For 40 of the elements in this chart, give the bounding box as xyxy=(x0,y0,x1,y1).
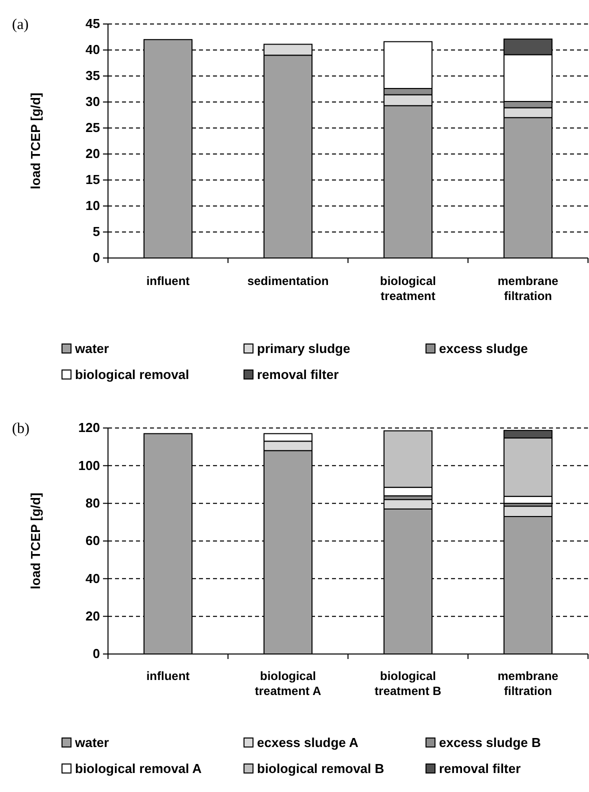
y-tick-label: 0 xyxy=(92,250,100,266)
y-tick-label: 30 xyxy=(86,94,100,110)
legend-label: biological removal B xyxy=(257,761,384,776)
y-tick-label: 5 xyxy=(92,224,100,240)
y-tick-label: 40 xyxy=(86,570,100,586)
x-tick-label: influent xyxy=(146,669,190,683)
y-tick-label: 80 xyxy=(86,495,100,510)
y-tick-label: 100 xyxy=(78,458,100,473)
y-tick-label: 120 xyxy=(78,420,100,436)
legend-label: removal filter xyxy=(257,367,339,382)
x-tick-label: membrane filtration xyxy=(498,669,559,698)
legend-label: excess sludge B xyxy=(439,735,541,750)
x-tick-label: biological treatment A xyxy=(254,669,322,698)
y-tick-label: 40 xyxy=(86,42,100,58)
x-tick-label: biological treatment xyxy=(380,274,436,303)
chart-title: (a) xyxy=(12,17,29,33)
y-tick-label: 20 xyxy=(86,608,100,624)
legend-label: water xyxy=(74,341,109,356)
legend-label: biological removal xyxy=(75,367,190,382)
x-tick-label: sedimentation xyxy=(247,274,329,288)
legend-label: water xyxy=(74,735,109,750)
y-axis-title: load TCEP [g/d] xyxy=(28,92,43,190)
legend-label: excess sludge xyxy=(439,341,528,356)
y-tick-label: 45 xyxy=(86,16,100,32)
y-tick-label: 20 xyxy=(86,146,100,162)
y-tick-label: 15 xyxy=(86,172,100,188)
y-tick-label: 60 xyxy=(86,533,100,548)
legend-label: biological removal A xyxy=(75,761,202,776)
chart-title: (b) xyxy=(12,421,30,437)
x-tick-label: biological treatment B xyxy=(374,669,442,698)
y-tick-label: 0 xyxy=(92,646,100,662)
y-tick-label: 10 xyxy=(86,198,100,214)
legend-label: removal filter xyxy=(439,761,521,776)
x-tick-label: membrane filtration xyxy=(498,274,559,303)
legend-label: ecxess sludge A xyxy=(257,735,360,750)
y-axis-title: load TCEP [g/d] xyxy=(28,492,43,590)
legend-label: primary sludge xyxy=(257,341,350,356)
x-tick-label: influent xyxy=(146,274,190,288)
y-tick-label: 35 xyxy=(86,68,100,84)
y-tick-label: 25 xyxy=(86,120,100,136)
